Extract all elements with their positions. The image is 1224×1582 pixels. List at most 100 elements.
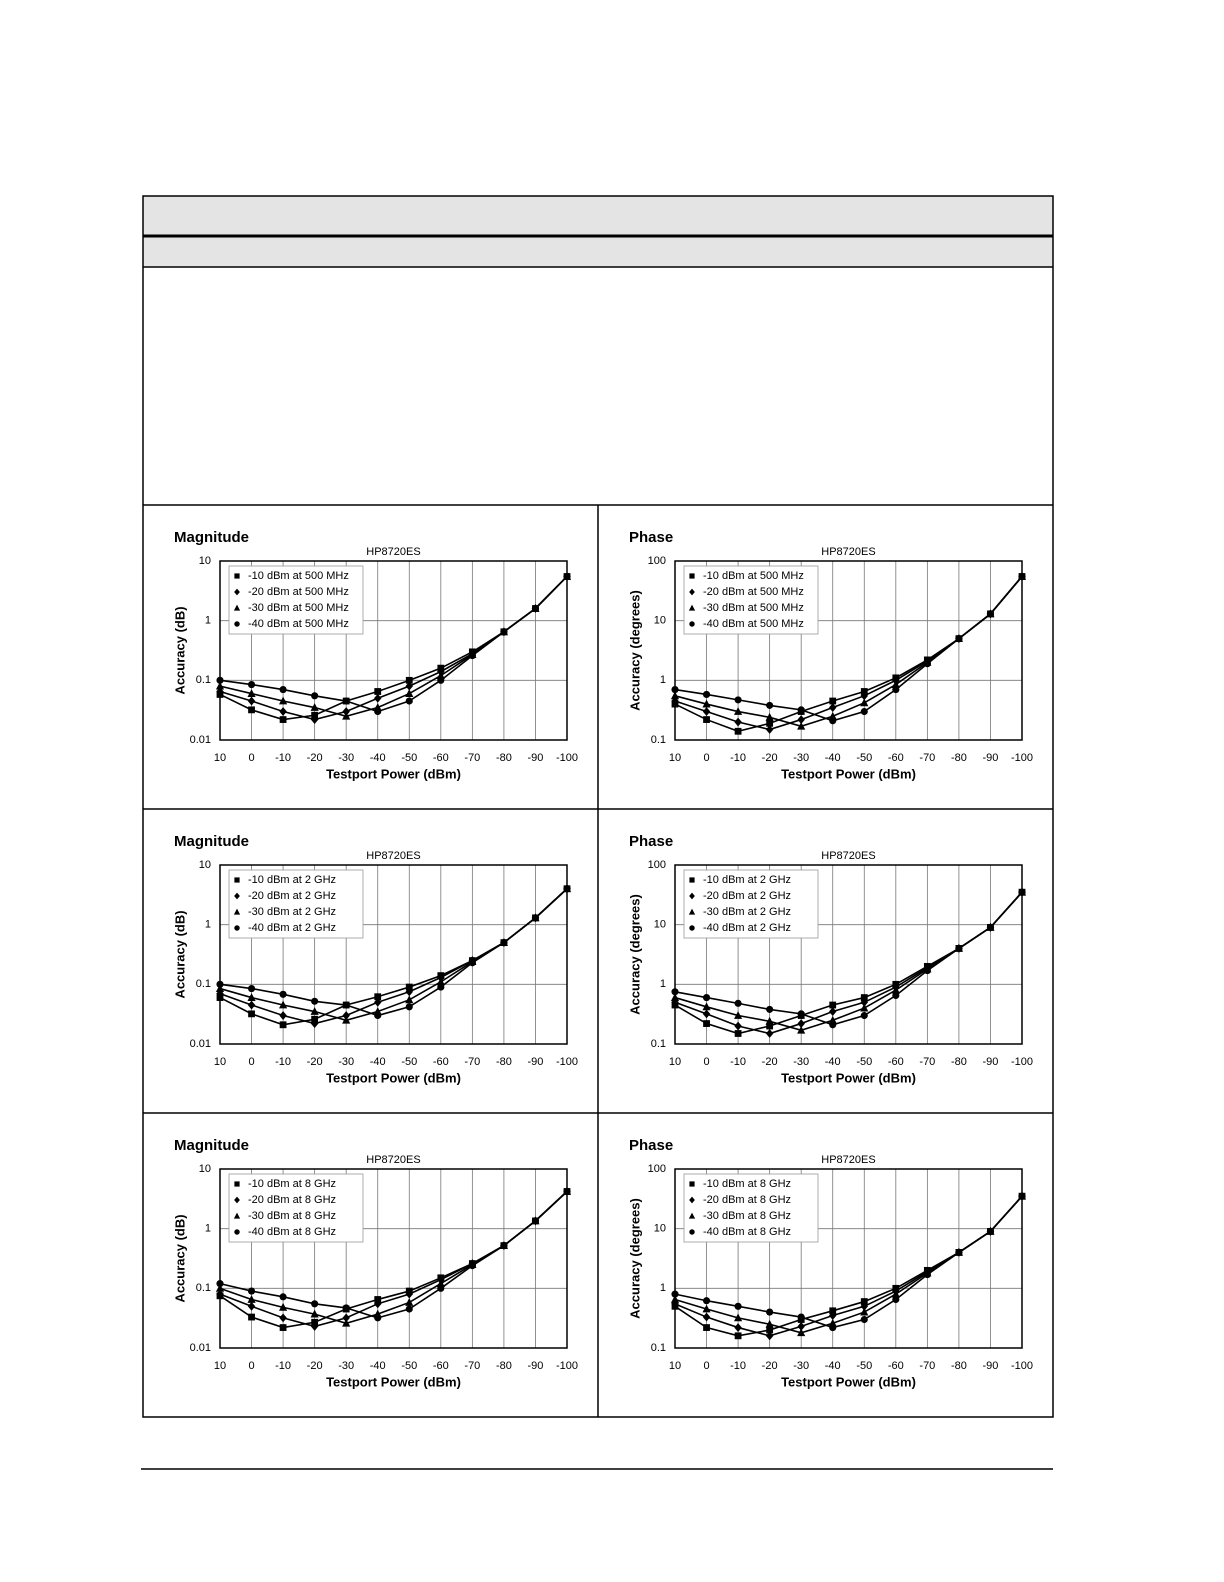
series-line: [219, 575, 568, 713]
y-tick-label: 100: [648, 859, 666, 871]
data-point: [247, 1287, 256, 1295]
y-tick-label: 0.01: [190, 1038, 211, 1050]
legend-label: -20 dBm at 2 GHz: [703, 890, 791, 902]
legend-marker: [689, 588, 695, 596]
x-tick-label: -90: [983, 1056, 999, 1068]
data-point: [531, 604, 540, 613]
chart-subtitle: HP8720ES: [821, 1154, 875, 1166]
data-point: [436, 977, 445, 986]
data-point: [702, 690, 711, 699]
legend-label: -40 dBm at 8 GHz: [248, 1226, 336, 1238]
y-tick-label: 10: [654, 919, 666, 931]
y-tick-label: 10: [199, 555, 211, 567]
data-point: [734, 717, 742, 727]
data-point: [279, 1011, 287, 1020]
x-axis-label: Testport Power (dBm): [781, 766, 916, 781]
x-axis-label: Testport Power (dBm): [326, 1070, 461, 1085]
x-tick-label: -90: [528, 752, 544, 764]
x-tick-label: 10: [214, 1360, 226, 1372]
x-tick-label: -30: [338, 1360, 354, 1372]
data-point: [860, 994, 868, 1001]
data-point: [1018, 1192, 1026, 1200]
data-point: [342, 1001, 350, 1009]
data-point: [405, 1305, 413, 1313]
data-point: [374, 707, 382, 716]
y-tick-label: 0.1: [651, 1342, 666, 1354]
legend-marker: [234, 925, 240, 931]
legend-label: -10 dBm at 8 GHz: [703, 1178, 791, 1190]
x-tick-label: -20: [307, 1360, 323, 1372]
x-tick-label: -80: [951, 1360, 967, 1372]
legend-label: -10 dBm at 500 MHz: [248, 570, 349, 582]
x-tick-label: 0: [703, 752, 709, 764]
legend-marker: [234, 892, 240, 900]
legend-marker: [689, 892, 695, 900]
chart-subtitle: HP8720ES: [366, 1154, 420, 1166]
data-point: [310, 1007, 319, 1015]
x-tick-label: 0: [248, 1360, 254, 1372]
x-tick-label: 0: [703, 1360, 709, 1372]
data-point: [986, 1227, 995, 1235]
x-tick-label: -90: [528, 1360, 544, 1372]
data-point: [500, 1242, 508, 1250]
data-point: [860, 1298, 868, 1305]
x-tick-label: -40: [370, 1056, 386, 1068]
x-tick-label: -60: [433, 752, 449, 764]
legend-label: -20 dBm at 2 GHz: [248, 890, 336, 902]
legend-label: -40 dBm at 8 GHz: [703, 1226, 791, 1238]
y-axis-label: Accuracy (degrees): [627, 1198, 642, 1319]
legend-marker: [689, 621, 695, 627]
x-tick-label: -100: [1011, 1056, 1033, 1068]
y-tick-label: 10: [199, 1163, 211, 1175]
y-axis-label: Accuracy (degrees): [627, 894, 642, 1015]
y-tick-label: 1: [205, 615, 211, 627]
data-point: [702, 994, 711, 1002]
y-tick-label: 10: [199, 859, 211, 871]
x-tick-label: -60: [888, 1056, 904, 1068]
data-point: [734, 707, 743, 715]
x-tick-label: 10: [214, 1056, 226, 1068]
legend-label: -40 dBm at 500 MHz: [248, 618, 349, 630]
data-point: [215, 1283, 225, 1292]
data-point: [765, 1016, 774, 1025]
legend-box: [683, 1173, 819, 1243]
data-point: [670, 993, 680, 1001]
x-tick-label: -90: [528, 1056, 544, 1068]
x-tick-label: -50: [401, 1360, 417, 1372]
chart-title: Phase: [629, 1137, 673, 1154]
header-band: [143, 196, 1053, 235]
x-tick-label: 10: [214, 752, 226, 764]
data-point: [311, 997, 319, 1005]
legend-label: -10 dBm at 8 GHz: [248, 1178, 336, 1190]
x-tick-label: -70: [464, 752, 480, 764]
x-tick-label: -100: [1011, 1360, 1033, 1372]
legend-label: -20 dBm at 8 GHz: [703, 1194, 791, 1206]
data-point: [531, 1217, 540, 1225]
data-point: [829, 1001, 837, 1009]
x-tick-label: -100: [556, 1056, 578, 1068]
data-point: [670, 691, 680, 700]
plot-border: [674, 864, 1023, 1045]
x-tick-label: -10: [730, 1056, 746, 1068]
x-tick-label: -80: [496, 1056, 512, 1068]
x-tick-label: 10: [669, 752, 681, 764]
data-point: [374, 1011, 382, 1020]
legend-box: [228, 869, 364, 939]
data-point: [216, 676, 224, 684]
legend-marker: [233, 908, 241, 915]
legend-marker: [234, 1196, 240, 1204]
data-point: [986, 923, 995, 931]
data-point: [860, 997, 869, 1007]
x-axis-label: Testport Power (dBm): [326, 1374, 461, 1389]
chart: Magnitude HP8720ES 0.01 0.1 1 10 10 0 -10 -20 -30 -…: [172, 529, 578, 781]
x-tick-label: -30: [793, 752, 809, 764]
x-tick-label: -20: [762, 1360, 778, 1372]
data-point: [279, 1021, 287, 1029]
data-point: [797, 1313, 805, 1321]
data-point: [860, 707, 868, 716]
x-tick-label: -10: [275, 752, 291, 764]
y-tick-label: 1: [660, 674, 666, 686]
chart-subtitle: HP8720ES: [821, 546, 875, 558]
legend-label: -30 dBm at 500 MHz: [248, 602, 349, 614]
data-point: [828, 1015, 837, 1024]
